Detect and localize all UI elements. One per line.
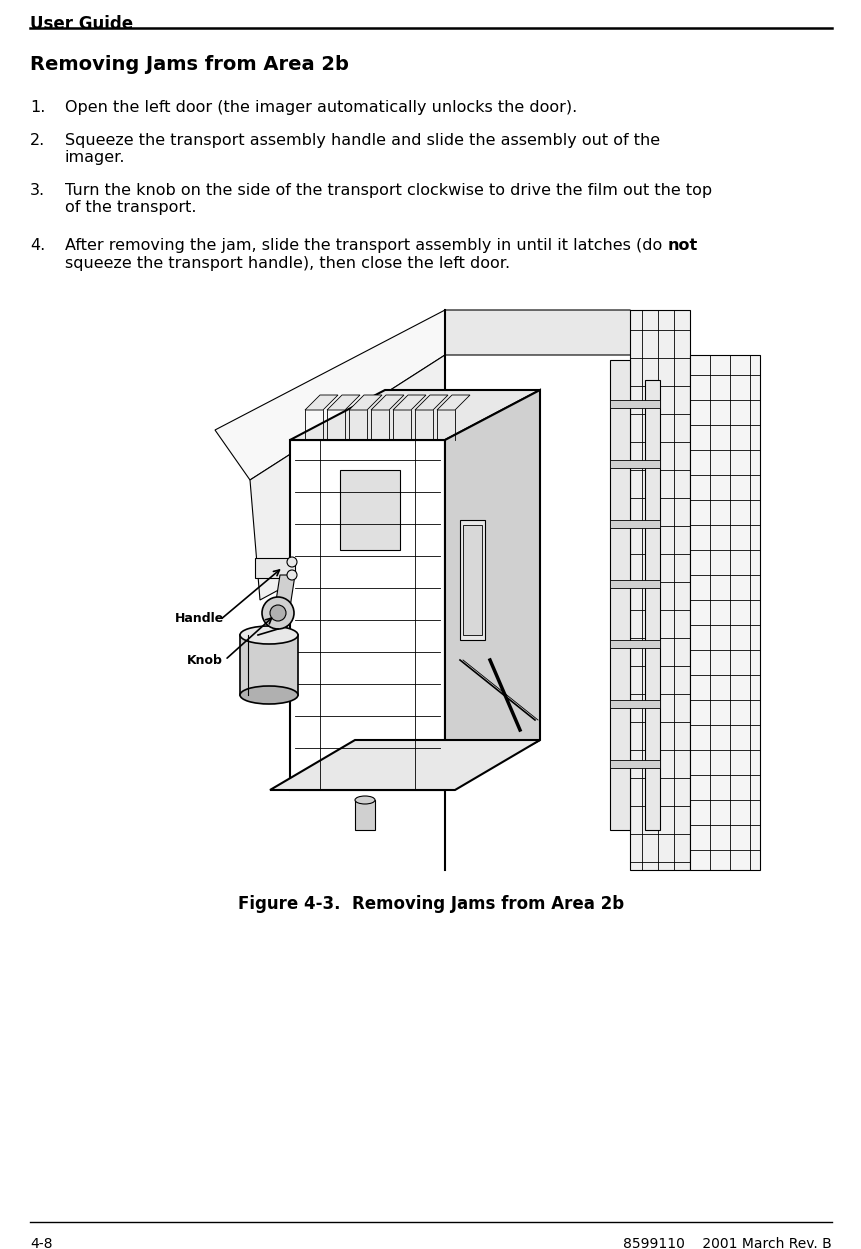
Polygon shape [629, 310, 689, 871]
Polygon shape [239, 634, 298, 694]
Polygon shape [610, 360, 629, 831]
Polygon shape [269, 739, 539, 791]
Text: 3.: 3. [30, 184, 45, 199]
Polygon shape [269, 575, 294, 639]
Text: User Guide: User Guide [30, 15, 133, 32]
Text: Figure 4-3.  Removing Jams from Area 2b: Figure 4-3. Removing Jams from Area 2b [238, 896, 623, 913]
Polygon shape [610, 460, 660, 468]
Text: Turn the knob on the side of the transport clockwise to drive the film out the t: Turn the knob on the side of the transpo… [65, 184, 711, 215]
Polygon shape [610, 580, 660, 588]
Text: Handle: Handle [175, 612, 224, 624]
Ellipse shape [355, 796, 375, 804]
Polygon shape [250, 355, 444, 600]
Text: Removing Jams from Area 2b: Removing Jams from Area 2b [30, 55, 349, 74]
Text: Open the left door (the imager automatically unlocks the door).: Open the left door (the imager automatic… [65, 100, 577, 115]
Polygon shape [349, 395, 381, 410]
Polygon shape [289, 390, 539, 440]
Ellipse shape [239, 626, 298, 644]
Text: 4-8: 4-8 [30, 1237, 53, 1249]
Ellipse shape [239, 686, 298, 704]
Polygon shape [610, 639, 660, 648]
Polygon shape [462, 525, 481, 634]
Circle shape [269, 605, 286, 621]
Polygon shape [689, 355, 759, 871]
Circle shape [287, 570, 297, 580]
Text: Squeeze the transport assembly handle and slide the assembly out of the
imager.: Squeeze the transport assembly handle an… [65, 132, 660, 165]
Polygon shape [414, 395, 448, 410]
Polygon shape [437, 395, 469, 410]
Polygon shape [610, 699, 660, 708]
Circle shape [262, 597, 294, 629]
Polygon shape [355, 801, 375, 831]
Circle shape [287, 557, 297, 567]
Polygon shape [444, 310, 689, 355]
Polygon shape [255, 558, 294, 578]
Polygon shape [444, 390, 539, 791]
Polygon shape [339, 470, 400, 550]
Polygon shape [610, 400, 660, 408]
Polygon shape [460, 520, 485, 639]
Text: not: not [666, 239, 697, 254]
Polygon shape [370, 395, 404, 410]
Text: After removing the jam, slide the transport assembly in until it latches (do: After removing the jam, slide the transp… [65, 239, 666, 254]
Polygon shape [610, 520, 660, 528]
Polygon shape [644, 380, 660, 831]
Text: 4.: 4. [30, 239, 45, 254]
Text: 1.: 1. [30, 100, 46, 115]
Text: 8599110    2001 March Rev. B: 8599110 2001 March Rev. B [623, 1237, 831, 1249]
Polygon shape [214, 310, 444, 480]
Polygon shape [393, 395, 425, 410]
Text: squeeze the transport handle), then close the left door.: squeeze the transport handle), then clos… [65, 256, 510, 271]
Polygon shape [305, 395, 338, 410]
Text: 2.: 2. [30, 132, 45, 147]
Polygon shape [610, 759, 660, 768]
Polygon shape [289, 440, 444, 791]
Polygon shape [326, 395, 360, 410]
Text: Knob: Knob [187, 653, 223, 667]
